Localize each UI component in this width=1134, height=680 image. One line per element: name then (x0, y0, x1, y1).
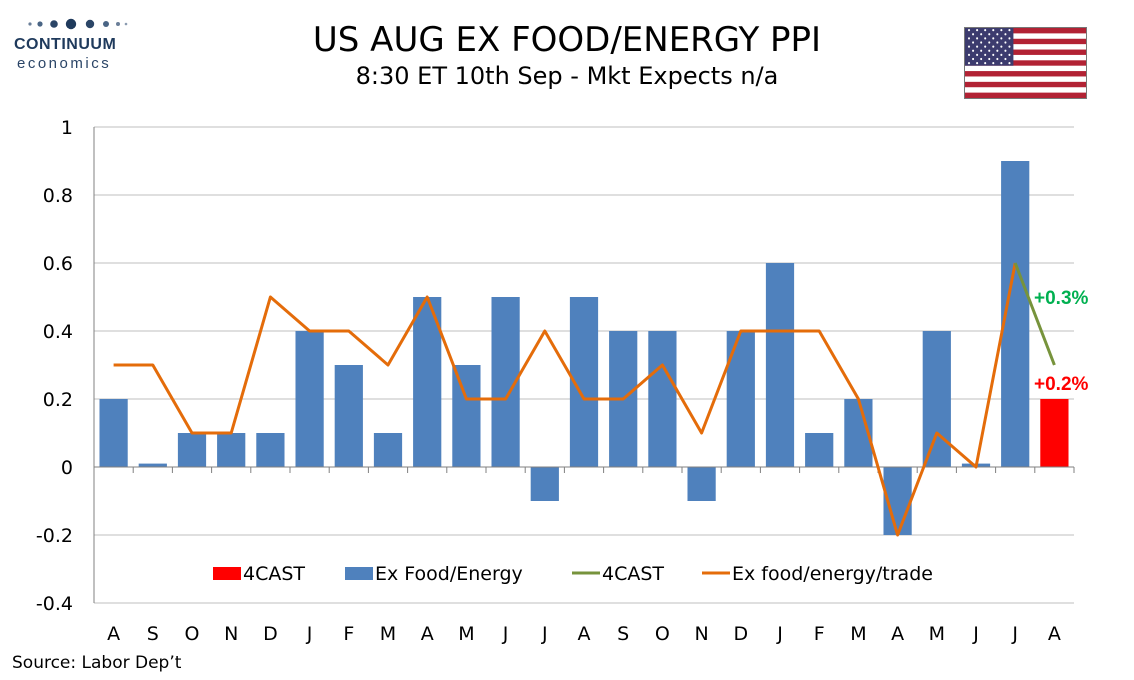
legend-label: 4CAST (243, 563, 305, 585)
x-tick-label: O (185, 623, 200, 645)
legend-label: Ex food/energy/trade (732, 563, 933, 585)
x-tick-label: M (929, 623, 945, 645)
x-tick-label: O (655, 623, 670, 645)
bar-ex-food-energy (452, 365, 481, 467)
x-tick-label: N (694, 623, 708, 645)
forecast-annotation: +0.2% (1034, 374, 1089, 395)
x-tick-label: S (617, 623, 629, 645)
x-tick-label: N (224, 623, 238, 645)
x-tick-label: A (578, 623, 591, 645)
bar-ex-food-energy (373, 433, 403, 467)
y-tick-label: 0.4 (43, 321, 73, 343)
legend-swatch (345, 567, 373, 580)
bar-ex-food-energy (295, 331, 324, 467)
bar-ex-food-energy (530, 467, 559, 501)
line-4cast (1013, 262, 1056, 366)
x-tick-label: J (1011, 623, 1018, 645)
bar-ex-food-energy (765, 263, 795, 467)
bar-ex-food-energy (256, 433, 285, 467)
chart-subtitle: 8:30 ET 10th Sep - Mkt Expects n/a (355, 62, 779, 90)
y-tick-label: 0.6 (43, 253, 73, 275)
x-tick-label: S (147, 623, 159, 645)
y-tick-label: -0.4 (36, 593, 73, 615)
x-tick-label: A (1048, 623, 1061, 645)
bar-ex-food-energy (99, 399, 128, 467)
line-ex-food-energy-trade (113, 262, 1017, 537)
us-flag-icon (964, 27, 1087, 99)
bar-ex-food-energy (687, 467, 716, 501)
bar-ex-food-energy (334, 365, 363, 467)
x-tick-label: M (380, 623, 396, 645)
chart-title: US AUG EX FOOD/ENERGY PPI (312, 20, 822, 60)
x-tick-label: A (421, 623, 434, 645)
bar-ex-food-energy (217, 433, 246, 467)
x-tick-label: J (306, 623, 313, 645)
x-tick-label: D (263, 623, 278, 645)
bar-ex-food-energy (177, 433, 207, 467)
x-tick-label: M (458, 623, 474, 645)
y-tick-label: 1 (61, 117, 73, 139)
bar-ex-food-energy (805, 433, 834, 467)
y-tick-label: 0.8 (43, 185, 73, 207)
x-tick-label: M (850, 623, 866, 645)
x-tick-label: J (776, 623, 783, 645)
annotations: +0.3% +0.2% (1034, 288, 1089, 395)
logo-tagline: economics (17, 55, 112, 72)
y-tick-label: 0.2 (43, 389, 73, 411)
x-tick-label: F (343, 623, 354, 645)
y-tick-label: -0.2 (36, 525, 73, 547)
logo-wordmark: CONTINUUM (14, 36, 117, 53)
axis-labels: 1 0.8 0.6 0.4 0.2 0 -0.2 -0.4 A S O N D J F M A M J J A S O N D J… (36, 117, 1061, 645)
x-tick-label: A (891, 623, 904, 645)
legend-label: 4CAST (602, 563, 664, 585)
axes (93, 127, 1075, 603)
source-note: Source: Labor Dep’t (12, 653, 182, 673)
x-tick-label: J (972, 623, 979, 645)
bar-ex-food-energy (726, 331, 755, 467)
bar-ex-food-energy (138, 463, 167, 467)
bar-series (99, 161, 1069, 535)
bar-ex-food-energy (648, 331, 677, 467)
x-tick-label: J (541, 623, 548, 645)
x-tick-label: D (733, 623, 748, 645)
x-tick-label: J (502, 623, 509, 645)
continuum-logo: CONTINUUM economics (14, 14, 134, 76)
bar-ex-food-energy (922, 331, 951, 467)
x-tick-label: F (814, 623, 825, 645)
line-series (113, 262, 1056, 537)
y-tick-label: 0 (61, 457, 73, 479)
legend-label: Ex Food/Energy (375, 563, 523, 585)
legend: 4CAST Ex Food/Energy 4CAST Ex food/energy/t… (213, 563, 933, 585)
legend-swatch (213, 567, 241, 580)
forecast-annotation: +0.3% (1034, 288, 1089, 309)
bar-4cast (1040, 399, 1069, 467)
x-tick-label: A (107, 623, 120, 645)
logo-dots-icon (28, 18, 128, 30)
